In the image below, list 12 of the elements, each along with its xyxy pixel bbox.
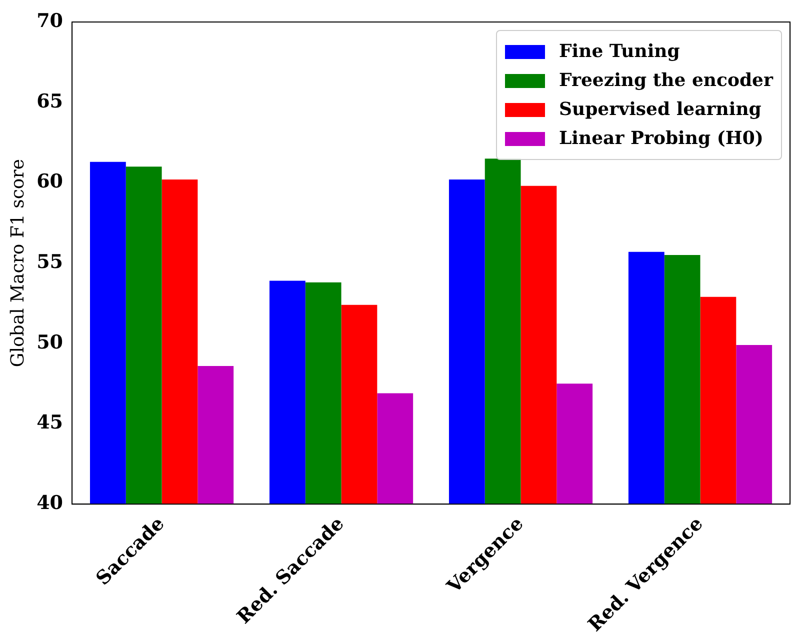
y-tick-label: 60: [36, 170, 64, 193]
y-tick-label: 70: [36, 10, 64, 32]
y-tick-label: 50: [36, 331, 64, 354]
legend-label: Supervised learning: [559, 99, 762, 120]
y-axis-title: Global Macro F1 score: [7, 158, 28, 368]
legend-label: Fine Tuning: [559, 41, 680, 62]
y-tick-label: 40: [36, 492, 64, 514]
y-tick-label: 65: [36, 90, 64, 112]
legend-label: Freezing the encoder: [559, 70, 773, 91]
legend-label: Linear Probing (H0): [559, 128, 764, 149]
y-tick-label: 45: [36, 412, 64, 434]
y-tick-label: 55: [36, 251, 64, 274]
